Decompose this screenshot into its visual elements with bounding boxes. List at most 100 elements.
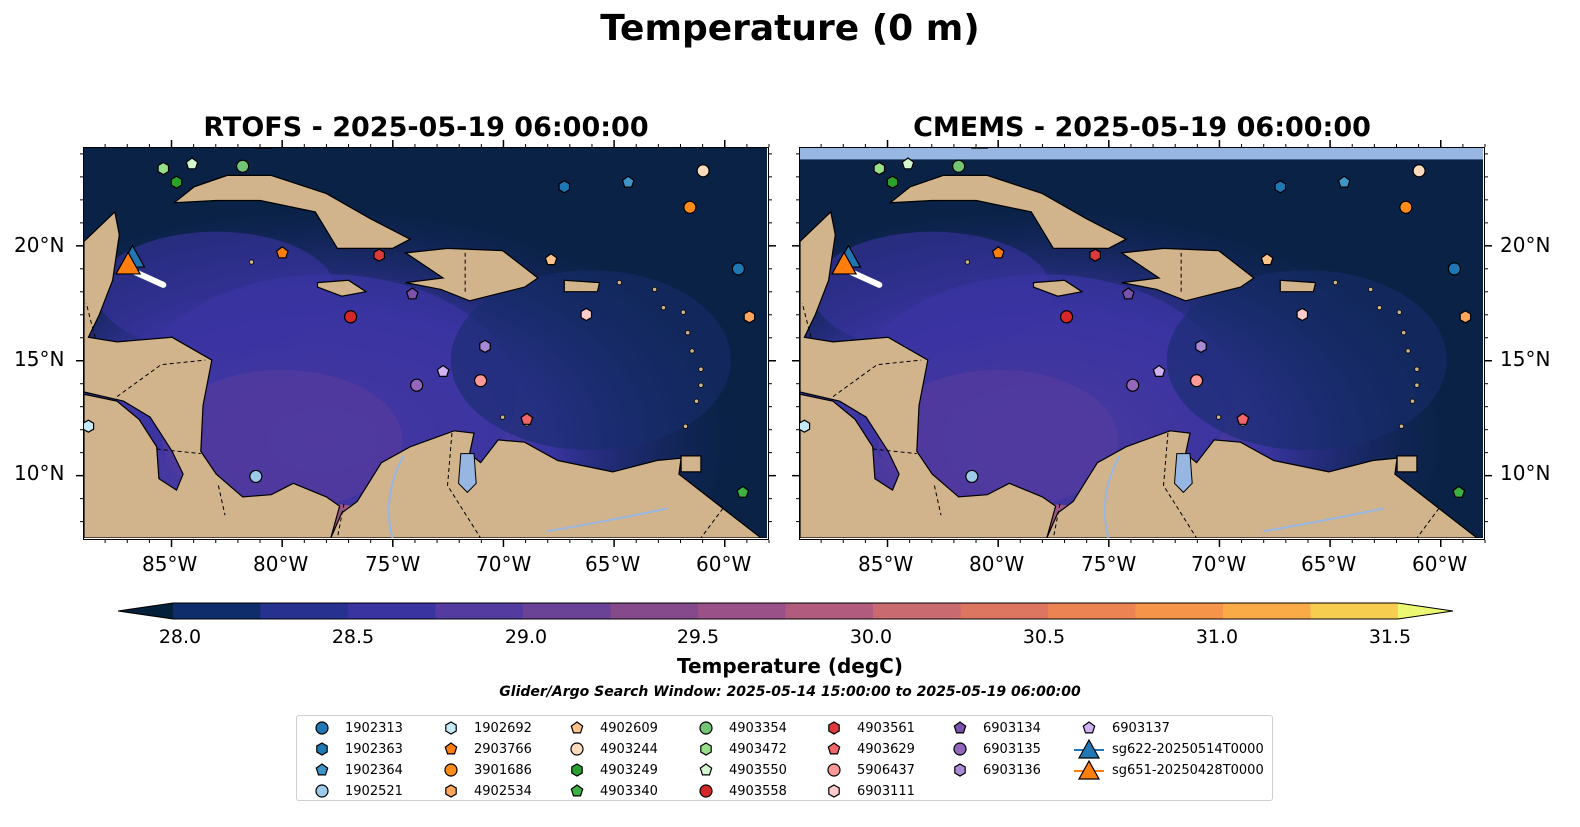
legend-entry: 6903136	[943, 760, 1041, 780]
axis-ticks	[76, 140, 1492, 547]
lon-tick-label: 60°W	[1412, 552, 1468, 576]
legend-hexagon-icon	[445, 721, 457, 735]
lon-tick-label: 65°W	[1301, 552, 1357, 576]
float-marker-4903558	[343, 310, 358, 324]
colorbar-tick-label: 30.0	[849, 626, 893, 648]
float-marker-4903244	[696, 164, 710, 178]
legend-pentagon-icon	[699, 763, 713, 776]
legend-hexagon-icon	[700, 742, 712, 756]
legend-entry: sg651-20250428T0000	[1072, 760, 1264, 780]
legend-label: 4903472	[729, 741, 787, 757]
lon-tick-label: 80°W	[253, 552, 309, 576]
colorbar-bin	[348, 603, 436, 619]
legend-entry: 6903137	[1072, 718, 1170, 738]
legend-label: 4902609	[600, 720, 658, 736]
cmems-map	[799, 147, 1485, 540]
legend-pentagon-icon	[1082, 721, 1096, 734]
legend-entry: 4903561	[817, 718, 915, 738]
legend-entry: 4903558	[689, 781, 787, 801]
legend-entry: 4903629	[817, 739, 915, 759]
colorbar-bin	[1048, 603, 1136, 619]
legend-label: 2903766	[474, 741, 532, 757]
lon-tick-label: 75°W	[365, 552, 421, 576]
float-marker-6903136	[479, 339, 491, 354]
legend-entry: 1902313	[305, 718, 403, 738]
legend-glider-icon	[1077, 739, 1101, 759]
legend-pentagon-icon	[953, 721, 967, 734]
legend-label: 1902521	[345, 783, 403, 799]
legend-entry: 1902363	[305, 739, 403, 759]
colorbar-tick-label: 31.0	[1195, 626, 1239, 648]
legend-entry: 6903134	[943, 718, 1041, 738]
legend: 1902313 1902363 1902364 1902521 1902692 29037…	[296, 715, 1273, 801]
float-marker-6903134	[405, 287, 419, 300]
legend-pentagon-icon	[570, 784, 584, 797]
legend-pentagon-icon	[444, 742, 458, 755]
lat-tick-label: 20°N	[1500, 233, 1551, 257]
colorbar-bin	[1310, 603, 1399, 619]
colorbar-bin	[960, 603, 1049, 619]
float-marker-6903134	[1121, 287, 1135, 300]
colorbar-tick-label: 29.5	[676, 626, 720, 648]
float-marker-3901686	[1399, 200, 1413, 214]
float-marker-1902364	[1337, 175, 1351, 188]
float-marker-4903244	[1412, 164, 1426, 178]
float-marker-4903354	[236, 159, 250, 173]
float-marker-5906437	[1189, 374, 1204, 388]
legend-pentagon-icon	[827, 742, 841, 755]
legend-entry: 2903766	[434, 739, 532, 759]
float-marker-4903561	[373, 248, 385, 262]
colorbar	[118, 602, 1453, 620]
legend-entry: 4903550	[689, 760, 787, 780]
colorbar-bin	[523, 603, 611, 619]
legend-entry: 4903340	[560, 781, 658, 801]
float-marker-4903550	[901, 157, 915, 170]
figure-title: Temperature (0 m)	[600, 8, 980, 49]
legend-hexagon-icon	[571, 763, 583, 777]
lat-tick-label: 15°N	[14, 347, 65, 371]
legend-label: 5906437	[857, 762, 915, 778]
legend-entry: 6903111	[817, 781, 915, 801]
lon-tick-label: 80°W	[969, 552, 1025, 576]
float-marker-4903472	[873, 161, 886, 176]
lon-tick-label: 60°W	[696, 552, 752, 576]
legend-circle-icon	[827, 763, 841, 777]
rtofs-panel-title: RTOFS - 2025-05-19 06:00:00	[203, 112, 649, 143]
float-marker-4903550	[185, 157, 199, 170]
legend-circle-icon	[699, 784, 713, 798]
colorbar-bin	[873, 603, 961, 619]
float-marker-6903135	[1126, 378, 1140, 392]
legend-entry: 4903244	[560, 739, 658, 759]
float-marker-1902521	[965, 469, 979, 484]
lon-tick-label: 85°W	[142, 552, 198, 576]
legend-circle-icon	[315, 721, 329, 735]
float-marker-1902364	[621, 175, 635, 188]
float-marker-4903629	[1236, 412, 1250, 425]
legend-hexagon-icon	[828, 784, 840, 798]
legend-entry: 6903135	[943, 739, 1041, 759]
legend-label: 4903558	[729, 783, 787, 799]
float-marker-4902534	[1459, 310, 1472, 324]
float-marker-4903629	[520, 412, 534, 425]
float-marker-4903249	[886, 175, 899, 189]
legend-circle-icon	[315, 784, 329, 798]
float-marker-4903472	[157, 161, 170, 176]
float-marker-2903766	[275, 246, 289, 259]
lon-tick-label: 70°W	[1191, 552, 1247, 576]
legend-circle-icon	[570, 742, 584, 756]
legend-label: 4903249	[600, 762, 658, 778]
legend-label: 6903136	[983, 762, 1041, 778]
colorbar-bin	[1223, 603, 1311, 619]
colorbar-extend-low	[118, 603, 173, 619]
lon-tick-label: 65°W	[585, 552, 641, 576]
legend-label: 4903244	[600, 741, 658, 757]
colorbar-label: Temperature (degC)	[677, 654, 903, 678]
legend-label: 6903135	[983, 741, 1041, 757]
float-marker-1902521	[249, 469, 263, 484]
legend-hexagon-icon	[316, 742, 328, 756]
float-marker-1902313	[1447, 262, 1461, 276]
lat-tick-label: 20°N	[14, 233, 65, 257]
legend-label: 4903561	[857, 720, 915, 736]
float-marker-4903558	[1059, 310, 1074, 324]
legend-entry: 1902364	[305, 760, 403, 780]
